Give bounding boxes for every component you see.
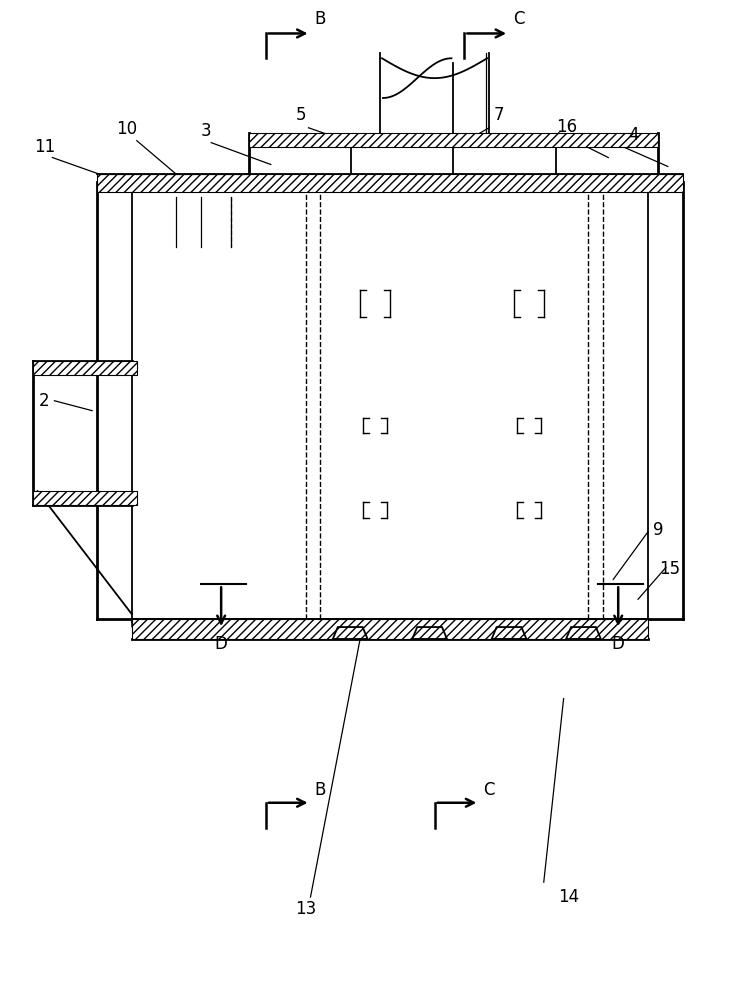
Bar bbox=[249, 133, 658, 147]
Text: 16: 16 bbox=[556, 118, 577, 136]
Text: 10: 10 bbox=[116, 120, 137, 138]
Text: 4: 4 bbox=[628, 126, 639, 144]
Text: 15: 15 bbox=[659, 560, 680, 578]
Text: B: B bbox=[314, 781, 326, 799]
Text: C: C bbox=[513, 10, 525, 28]
Polygon shape bbox=[132, 619, 648, 631]
Text: D: D bbox=[215, 635, 228, 653]
Bar bbox=[132, 619, 648, 639]
Text: 14: 14 bbox=[558, 888, 579, 906]
Bar bbox=[32, 491, 136, 505]
Text: 11: 11 bbox=[34, 138, 55, 156]
Text: 13: 13 bbox=[295, 900, 316, 918]
Bar bbox=[32, 361, 136, 375]
Text: 7: 7 bbox=[494, 106, 504, 124]
Text: B: B bbox=[314, 10, 326, 28]
Bar bbox=[97, 174, 682, 192]
Text: 9: 9 bbox=[653, 521, 664, 539]
Text: D: D bbox=[611, 635, 624, 653]
Text: 3: 3 bbox=[201, 122, 212, 140]
Text: C: C bbox=[483, 781, 495, 799]
Text: 5: 5 bbox=[296, 106, 306, 124]
Text: 2: 2 bbox=[39, 392, 50, 410]
